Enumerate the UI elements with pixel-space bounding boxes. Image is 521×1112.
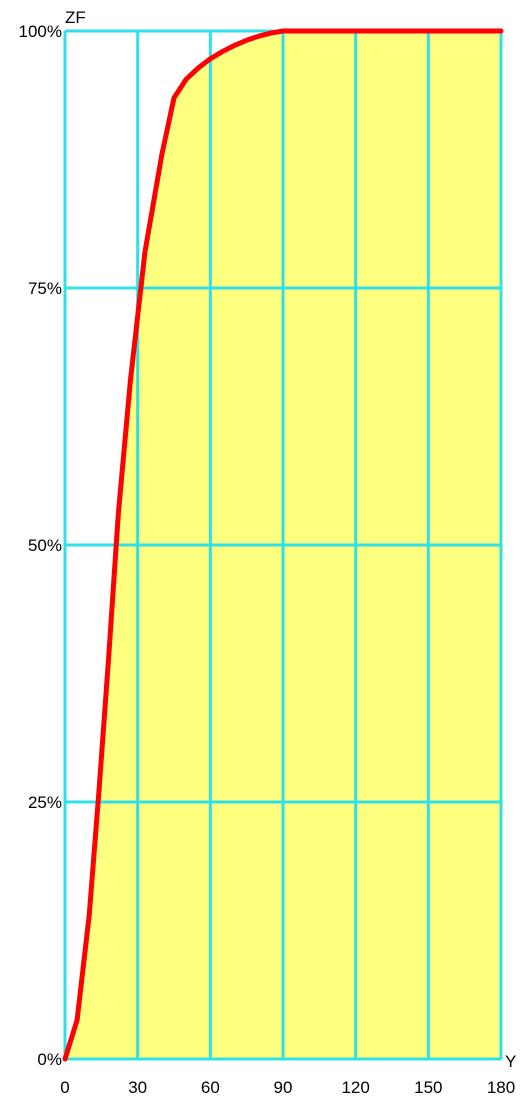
x-axis-ticks: 0 30 60 90 120 150 180 [60,1078,515,1097]
y-tick-label: 50% [28,536,62,555]
y-tick-label: 100% [19,22,62,41]
x-tick-label: 0 [60,1078,69,1097]
x-tick-label: 120 [341,1078,369,1097]
x-tick-label: 60 [201,1078,220,1097]
x-tick-label: 150 [414,1078,442,1097]
series-line [62,28,504,1062]
x-tick-label: 180 [487,1078,515,1097]
y-tick-label: 0% [37,1050,62,1069]
y-axis-label: ZF [65,8,86,27]
x-axis-label: Y [505,1052,516,1071]
x-tick-label: 30 [128,1078,147,1097]
y-tick-label: 25% [28,793,62,812]
y-tick-label: 75% [28,279,62,298]
y-axis-ticks: 0% 25% 50% 75% 100% [19,22,62,1069]
x-tick-label: 90 [274,1078,293,1097]
